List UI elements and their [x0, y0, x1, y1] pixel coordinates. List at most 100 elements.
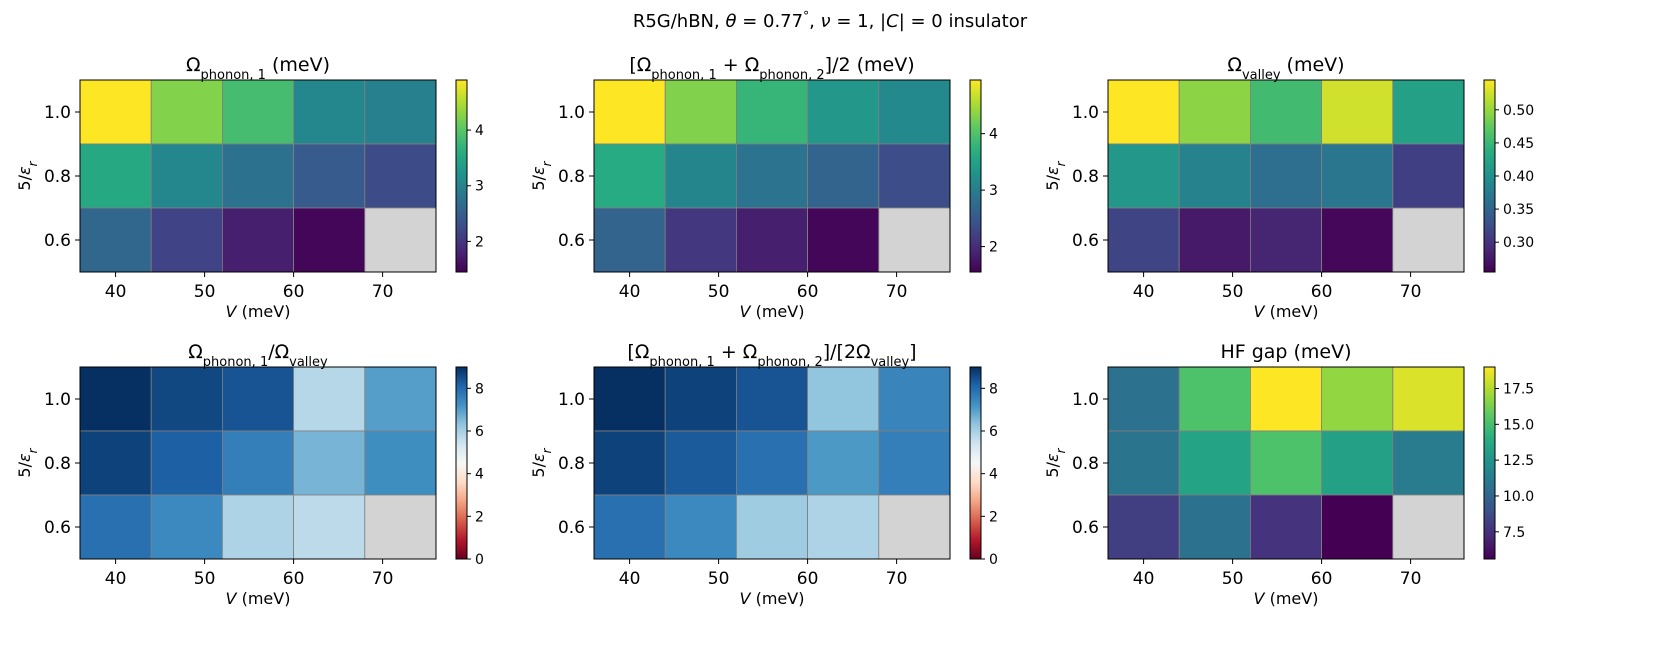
heatmap-cell: [807, 494, 880, 560]
y-tick-label: 0.6: [558, 518, 585, 538]
heatmap-cell: [150, 207, 223, 273]
heatmap-cell: [593, 143, 666, 209]
colorbar: [1483, 79, 1496, 273]
heatmap-cell: [736, 366, 809, 432]
heatmap-cell: [79, 366, 152, 432]
heatmap-cell: [293, 494, 366, 560]
y-tick-label: 1.0: [44, 390, 71, 410]
colorbar-tick-label: 0.30: [1503, 235, 1534, 251]
heatmap-cell: [1250, 207, 1323, 273]
heatmap-cell: [1250, 79, 1323, 145]
heatmap-cell: [807, 366, 880, 432]
colorbar-tick-label: 15.0: [1503, 417, 1534, 433]
heatmap-cell: [1107, 207, 1180, 273]
heatmap-cell: [364, 430, 437, 496]
heatmap-cell: [364, 207, 437, 273]
colorbar-tick-label: 12.5: [1503, 453, 1534, 469]
colorbar-tick-label: 0.35: [1503, 202, 1534, 218]
heatmap-cell: [293, 207, 366, 273]
heatmap-cell: [221, 494, 294, 560]
heatmap-cell: [1392, 207, 1465, 273]
heatmap-cell: [1178, 430, 1251, 496]
y-tick-label: 0.6: [1072, 518, 1099, 538]
x-tick-label: 60: [283, 282, 305, 302]
heatmap-cell: [79, 79, 152, 145]
heatmap-cell: [878, 79, 951, 145]
heatmap-cell: [150, 79, 223, 145]
heatmap-cell: [664, 366, 737, 432]
heatmap-cell: [1392, 366, 1465, 432]
heatmap-cell: [807, 79, 880, 145]
colorbar: [455, 366, 468, 560]
heatmap-cell: [1392, 79, 1465, 145]
heatmap-cell: [664, 207, 737, 273]
y-tick-label: 1.0: [558, 390, 585, 410]
heatmap-cell: [878, 207, 951, 273]
heatmap-cell: [1321, 207, 1394, 273]
heatmap-cell: [1321, 79, 1394, 145]
heatmap-cell: [807, 430, 880, 496]
y-tick-label: 0.6: [1072, 231, 1099, 251]
heatmap-cell: [736, 494, 809, 560]
heatmap-cell: [1321, 143, 1394, 209]
x-tick-label: 50: [708, 569, 730, 589]
x-axis-label: V (meV): [740, 302, 805, 321]
heatmap-cell: [664, 79, 737, 145]
x-tick-label: 70: [372, 282, 394, 302]
panel-title: Ωphonon, 1/Ωvalley: [188, 341, 328, 370]
heatmap-cell: [1250, 494, 1323, 560]
heatmap-cell: [664, 430, 737, 496]
y-tick-label: 0.8: [558, 454, 585, 474]
x-tick-label: 60: [1311, 282, 1333, 302]
heatmap-cell: [150, 430, 223, 496]
heatmap-cell: [1107, 366, 1180, 432]
panel-title: [Ωphonon, 1 + Ωphonon, 2]/[2Ωvalley]: [627, 341, 916, 370]
heatmap-cell: [293, 79, 366, 145]
heatmap-cell: [1392, 143, 1465, 209]
y-tick-label: 1.0: [44, 103, 71, 123]
heatmap-cell: [1107, 494, 1180, 560]
y-tick-label: 0.6: [44, 518, 71, 538]
colorbar-tick-label: 7.5: [1503, 525, 1525, 541]
colorbar-tick-label: 3: [989, 183, 998, 199]
heatmap-cell: [150, 366, 223, 432]
heatmap-cell: [736, 207, 809, 273]
y-tick-label: 0.8: [1072, 454, 1099, 474]
y-tick-label: 0.8: [1072, 167, 1099, 187]
heatmap-cell: [79, 207, 152, 273]
x-tick-label: 70: [886, 569, 908, 589]
x-tick-label: 60: [797, 282, 819, 302]
x-axis-label: V (meV): [740, 589, 805, 608]
heatmap-cell: [593, 207, 666, 273]
heatmap-cell: [736, 79, 809, 145]
heatmap-cell: [664, 143, 737, 209]
heatmap-panel: 40 50 60 70 1.0 0.8 0.6 V (meV) 5/εr Ωphonon, 1 (…: [15, 54, 484, 321]
x-tick-label: 50: [1222, 282, 1244, 302]
x-tick-label: 70: [886, 282, 908, 302]
panel-title: Ωvalley (meV): [1227, 54, 1344, 83]
x-tick-label: 60: [1311, 569, 1333, 589]
x-tick-label: 60: [283, 569, 305, 589]
heatmap-cell: [878, 494, 951, 560]
heatmap-cell: [150, 494, 223, 560]
colorbar-tick-label: 0.50: [1503, 103, 1534, 119]
colorbar-tick-label: 2: [475, 509, 484, 525]
heatmap-cell: [364, 366, 437, 432]
heatmap-cell: [1321, 366, 1394, 432]
x-tick-label: 40: [1133, 569, 1155, 589]
y-axis-label: 5/εr: [529, 447, 554, 477]
heatmap-cell: [221, 366, 294, 432]
x-tick-label: 50: [194, 282, 216, 302]
y-tick-label: 1.0: [1072, 390, 1099, 410]
panel-title: HF gap (meV): [1220, 341, 1351, 363]
heatmap-cell: [1321, 430, 1394, 496]
heatmap-cell: [1178, 79, 1251, 145]
colorbar-tick-label: 6: [475, 424, 484, 440]
heatmap-panel: 40 50 60 70 1.0 0.8 0.6 V (meV) 5/εr HF gap (meV)…: [1043, 341, 1534, 608]
colorbar-tick-label: 8: [989, 381, 998, 397]
panel-title: [Ωphonon, 1 + Ωphonon, 2]/2 (meV): [629, 54, 914, 83]
heatmap-cell: [1107, 79, 1180, 145]
heatmap-cell: [293, 430, 366, 496]
